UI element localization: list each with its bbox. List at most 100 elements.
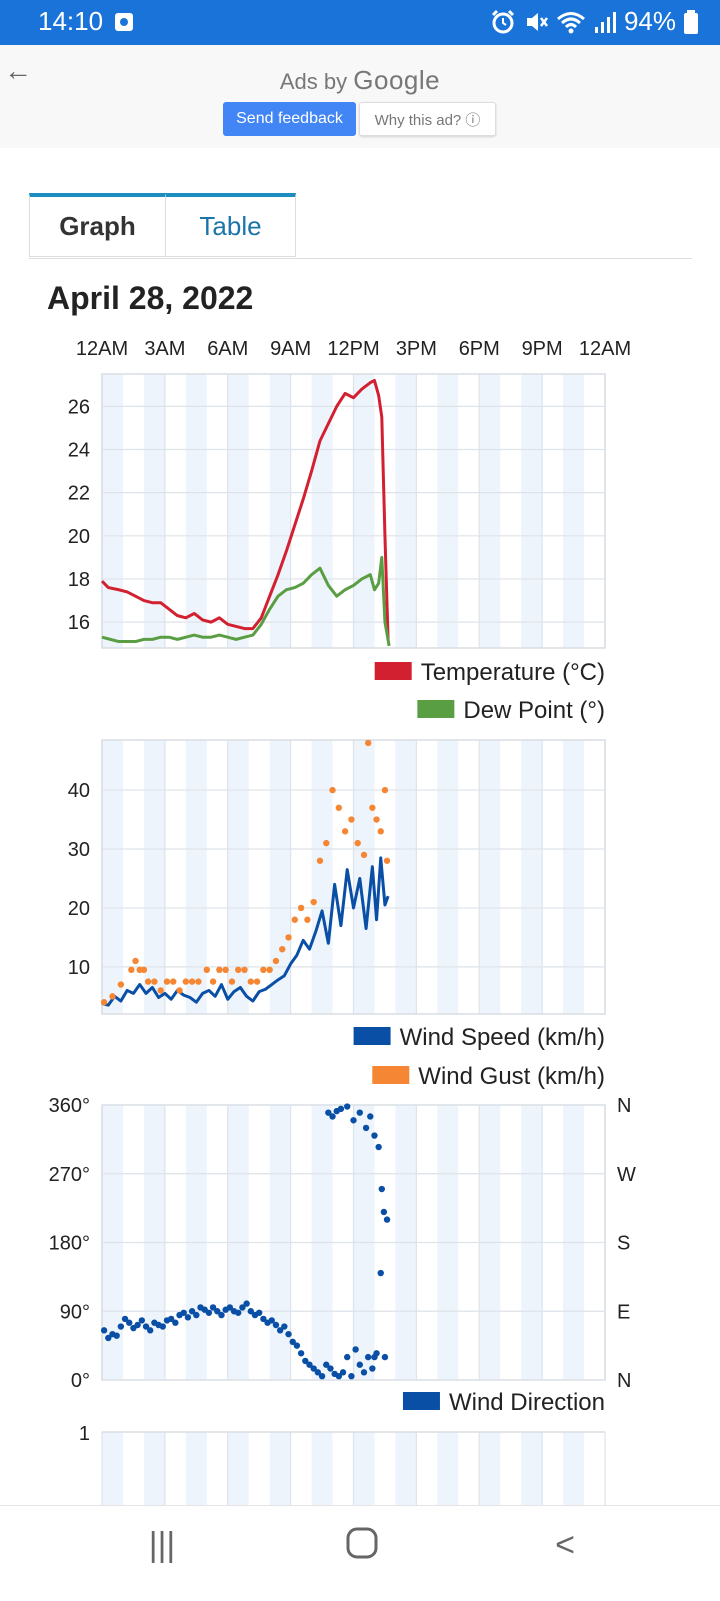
plot-band <box>269 1432 291 1505</box>
data-point <box>380 1208 388 1216</box>
data-point <box>329 1113 336 1120</box>
y-tick-label: 360° <box>49 1095 90 1117</box>
data-point <box>314 1369 322 1376</box>
data-point <box>304 916 311 923</box>
data-point <box>289 1338 296 1346</box>
plot-band <box>102 374 123 648</box>
data-point <box>266 966 273 974</box>
back-arrow-icon[interactable]: ← <box>4 55 32 86</box>
data-point <box>335 1372 343 1380</box>
data-point <box>329 786 336 794</box>
data-point <box>381 1353 389 1361</box>
data-point <box>327 1365 334 1372</box>
plot-band <box>521 1432 543 1505</box>
data-point <box>176 987 183 994</box>
plot-band <box>479 1432 501 1505</box>
data-point <box>239 1304 246 1311</box>
data-point <box>279 945 286 953</box>
plot-band <box>353 740 375 1014</box>
send-feedback-button[interactable]: Send feedback <box>223 102 356 136</box>
data-point <box>247 1308 255 1315</box>
data-point <box>260 1315 267 1323</box>
y-tick-label: 180° <box>49 1233 90 1255</box>
data-point <box>126 1319 133 1326</box>
y-tick-label-right: W <box>617 1164 636 1186</box>
y-tick-label-right: N <box>617 1370 631 1392</box>
data-point <box>167 1315 175 1323</box>
home-button[interactable] <box>322 1526 402 1569</box>
data-point <box>373 816 380 823</box>
plot-band <box>311 1432 333 1505</box>
data-point <box>228 978 236 985</box>
data-point <box>140 966 148 974</box>
data-point <box>100 999 108 1006</box>
recent-apps-button[interactable]: ||| <box>148 1526 176 1564</box>
plot-band <box>143 1432 165 1505</box>
time-axis-label: 3PM <box>396 338 437 360</box>
status-icons: 94% <box>490 6 698 37</box>
data-point <box>369 1365 376 1372</box>
data-point <box>272 1321 280 1329</box>
data-point <box>144 978 152 985</box>
legend-swatch <box>402 1392 440 1410</box>
data-point <box>310 1365 317 1372</box>
data-point <box>356 1361 363 1368</box>
plot-band <box>185 374 207 648</box>
data-point <box>113 1332 120 1339</box>
plot-band <box>563 740 585 1014</box>
data-point <box>371 1132 378 1139</box>
y-tick-label: 1 <box>79 1423 90 1445</box>
data-point <box>348 816 355 823</box>
legend-swatch <box>353 1027 391 1045</box>
data-point <box>235 966 242 974</box>
data-point <box>184 1314 192 1321</box>
data-point <box>253 978 261 985</box>
data-point <box>214 1308 221 1315</box>
time-axis-label: 12AM <box>76 338 128 360</box>
time-axis-label: 9PM <box>522 338 563 360</box>
data-point <box>344 1103 351 1110</box>
data-point <box>323 839 330 847</box>
tab-graph[interactable]: Graph <box>29 193 166 257</box>
time-axis-label: 6AM <box>207 338 248 360</box>
y-tick-label: 270° <box>49 1164 90 1186</box>
y-tick-label: 40 <box>68 780 90 802</box>
y-tick-label: 20 <box>68 898 90 920</box>
data-point <box>268 1317 275 1324</box>
data-point <box>193 1311 200 1319</box>
google-logo-text: Google <box>353 65 441 95</box>
data-point <box>281 1323 288 1330</box>
plot-frame <box>101 373 606 649</box>
data-point <box>151 978 158 985</box>
plot-band <box>143 374 165 648</box>
data-point <box>218 1311 225 1319</box>
data-point <box>243 1300 250 1307</box>
y-tick-label: 24 <box>68 440 90 462</box>
tab-table[interactable]: Table <box>166 193 296 257</box>
legend-swatch <box>374 662 412 680</box>
data-point <box>235 1309 242 1316</box>
back-button[interactable]: < <box>555 1526 575 1564</box>
data-point <box>297 1350 305 1357</box>
legend-label: Dew Point (°) <box>463 697 605 724</box>
y-tick-label: 30 <box>68 839 90 861</box>
page-title: April 28, 2022 <box>47 280 254 316</box>
plot-band <box>353 374 375 648</box>
data-point <box>205 1309 213 1316</box>
plot-band <box>521 374 543 648</box>
plot-frame <box>101 739 606 1015</box>
data-point <box>180 1309 187 1316</box>
plot-band <box>563 374 585 648</box>
data-point <box>255 1309 263 1316</box>
plot-band <box>395 740 417 1014</box>
data-point <box>260 966 267 974</box>
data-point <box>222 966 229 974</box>
battery-icon <box>684 9 698 34</box>
legend-label: Temperature (°C) <box>421 659 605 686</box>
plot-band <box>311 740 333 1014</box>
time-axis-label: 3AM <box>144 338 185 360</box>
y-tick-label: 16 <box>68 612 90 634</box>
y-tick-label: 26 <box>68 396 90 418</box>
why-this-ad-button[interactable]: Why this ad? ⓘ <box>359 102 496 136</box>
data-point <box>310 898 317 906</box>
